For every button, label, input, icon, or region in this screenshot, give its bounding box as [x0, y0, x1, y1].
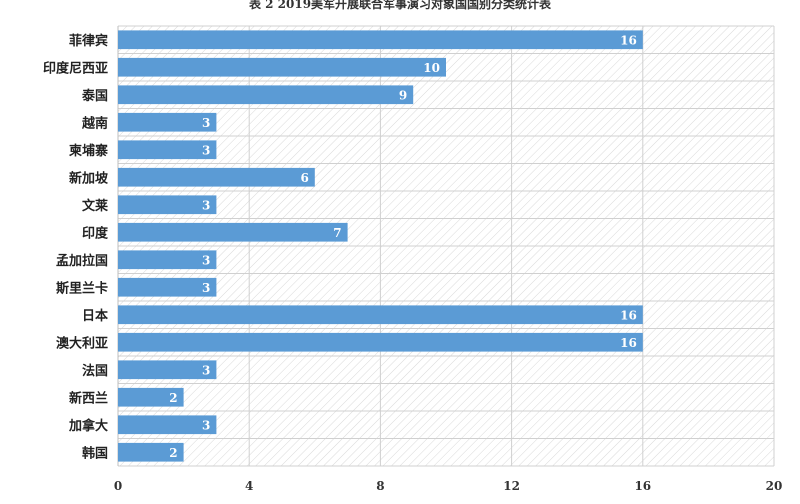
category-label: 新加坡 — [69, 170, 109, 186]
bar — [118, 250, 217, 270]
bar — [118, 415, 217, 435]
data-label: 3 — [202, 143, 210, 157]
bar — [118, 112, 217, 132]
x-tick-label: 0 — [114, 479, 122, 493]
data-label: 7 — [333, 226, 341, 240]
data-label: 2 — [169, 391, 177, 405]
data-label: 3 — [202, 363, 210, 377]
x-tick-label: 4 — [245, 479, 253, 493]
data-label: 3 — [202, 418, 210, 432]
category-label: 日本 — [82, 308, 108, 324]
data-label: 16 — [620, 33, 637, 47]
category-label: 澳大利亚 — [56, 335, 108, 351]
bar — [118, 195, 217, 215]
category-label: 泰国 — [81, 88, 108, 104]
data-label: 16 — [620, 308, 637, 322]
x-tick-label: 8 — [376, 479, 384, 493]
bars: 16 10 9 3 3 6 3 7 3 3 16 16 3 2 3 2 — [118, 30, 643, 462]
bar — [118, 387, 184, 407]
category-label: 印度 — [82, 225, 109, 241]
category-label: 印度尼西亚 — [43, 60, 108, 76]
x-tick-label: 12 — [503, 479, 520, 493]
category-label: 柬埔寨 — [69, 143, 108, 159]
category-label: 法国 — [82, 363, 108, 379]
category-label: 越南 — [81, 115, 108, 131]
bar — [118, 442, 184, 462]
bar — [118, 360, 217, 380]
category-label: 加拿大 — [68, 418, 108, 434]
bar — [118, 332, 643, 352]
data-label: 3 — [202, 253, 210, 267]
bar — [118, 222, 348, 242]
data-label: 3 — [202, 281, 210, 295]
x-tick-label: 20 — [766, 479, 783, 493]
chart-title: 表 2 2019美军开展联合军事演习对象国国别分类统计表 — [248, 0, 552, 11]
category-label: 韩国 — [82, 445, 108, 461]
category-label: 新西兰 — [69, 390, 108, 406]
category-label: 孟加拉国 — [56, 253, 108, 269]
bar — [118, 277, 217, 297]
bar — [118, 57, 446, 77]
data-label: 6 — [300, 171, 308, 185]
data-label: 16 — [620, 336, 637, 350]
bar — [118, 305, 643, 325]
data-label: 9 — [399, 88, 407, 102]
data-label: 2 — [169, 446, 177, 460]
category-label: 菲律宾 — [69, 33, 108, 49]
x-tick-label: 16 — [634, 479, 651, 493]
category-label: 文莱 — [82, 198, 108, 214]
gridlines — [117, 25, 775, 467]
x-axis-ticks: 0 4 8 12 16 20 — [114, 479, 783, 493]
bar — [118, 30, 643, 50]
bar — [118, 140, 217, 160]
data-label: 3 — [202, 198, 210, 212]
category-label: 斯里兰卡 — [56, 280, 108, 296]
bar — [118, 167, 315, 187]
category-labels: 菲律宾印度尼西亚泰国越南柬埔寨新加坡文莱印度孟加拉国斯里兰卡日本澳大利亚法国新西… — [43, 33, 109, 462]
data-label: 3 — [202, 116, 210, 130]
data-label: 10 — [423, 61, 440, 75]
bar — [118, 85, 414, 105]
